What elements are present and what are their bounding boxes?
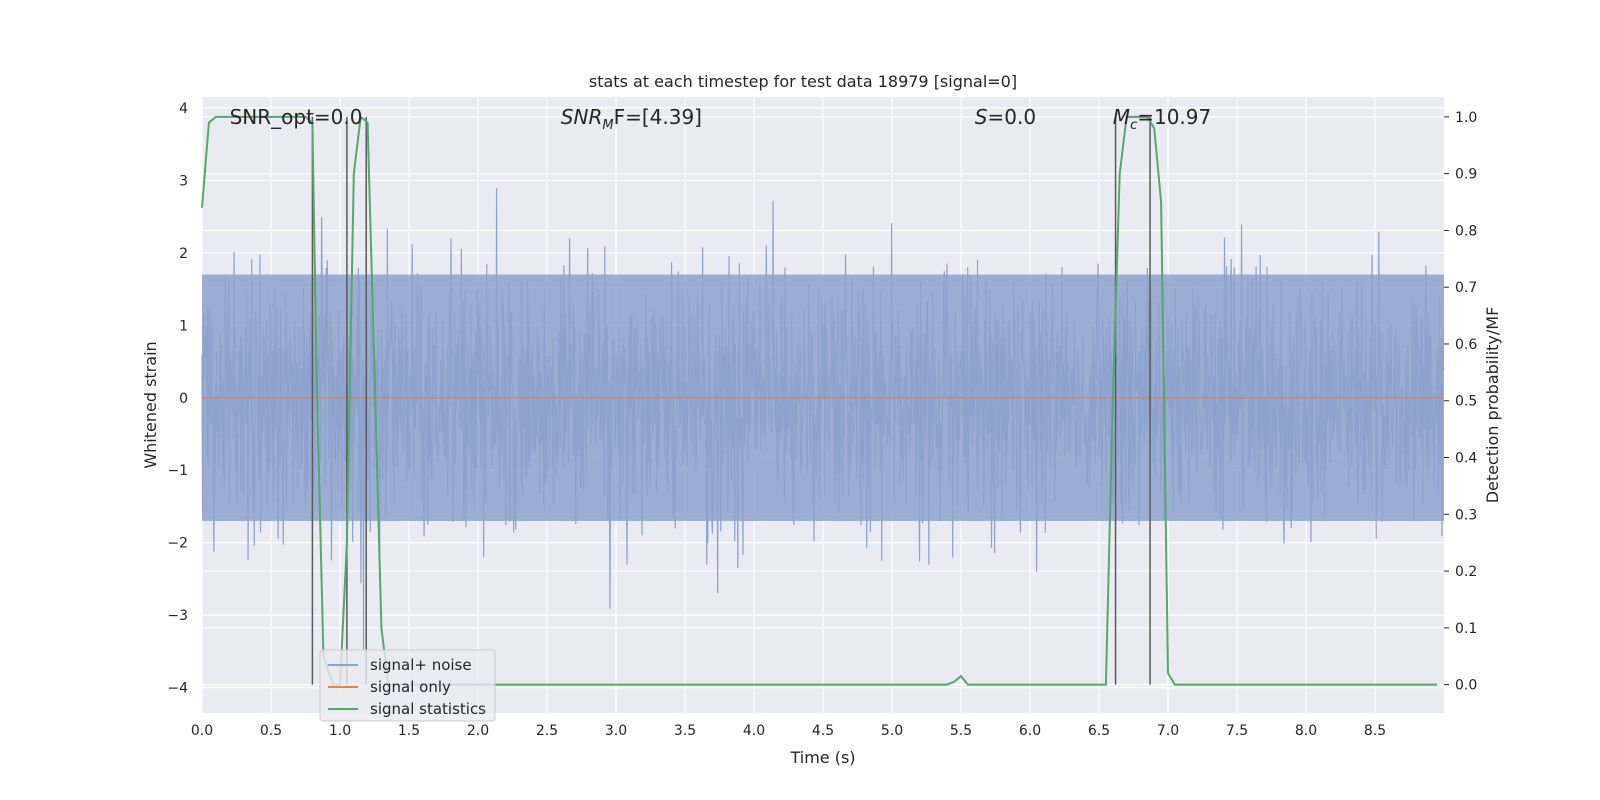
- x-tick-label: 0.0: [191, 723, 213, 739]
- chart-title: stats at each timestep for test data 189…: [589, 72, 1017, 91]
- x-tick-label: 5.0: [881, 723, 903, 739]
- legend-label: signal statistics: [370, 700, 486, 718]
- y-axis-left-ticks: −4 −3 −2 −1 0 1 2 3 4: [167, 101, 188, 697]
- y-left-tick-label: 1: [179, 318, 188, 334]
- y-right-tick-label: 1.0: [1455, 110, 1477, 126]
- x-tick-label: 8.0: [1295, 723, 1317, 739]
- x-tick-label: 3.0: [605, 723, 627, 739]
- annotation-snr-mf: SNRMF=[4.39]: [561, 105, 702, 133]
- annotation-s-value: S=0.0: [975, 105, 1036, 129]
- y-left-tick-label: 3: [179, 173, 188, 189]
- annotation-rest: =10.97: [1137, 105, 1211, 129]
- x-tick-label: 8.5: [1364, 723, 1386, 739]
- y-right-tick-label: 0.4: [1455, 451, 1477, 467]
- y-left-tick-label: −3: [167, 608, 188, 624]
- annotations: SNR_opt=0.0 SNRMF=[4.39] S=0.0 Mc=10.97: [230, 105, 1212, 133]
- x-tick-label: 2.0: [467, 723, 489, 739]
- x-tick-label: 5.5: [950, 723, 972, 739]
- x-axis-label: Time (s): [789, 748, 855, 767]
- y-left-tick-label: 2: [179, 246, 188, 262]
- legend-label: signal+ noise: [370, 656, 472, 674]
- y-right-tick-label: 0.5: [1455, 394, 1477, 410]
- x-tick-label: 0.5: [260, 723, 282, 739]
- annotation-main: M: [1113, 105, 1130, 129]
- legend-box: [319, 649, 496, 722]
- y-axis-right-ticks: 0.0 0.1 0.2 0.3 0.4 0.5 0.6 0.7 0.8 0.9 1.0: [1444, 110, 1477, 694]
- noise-line: [201, 188, 1445, 651]
- y-right-tick-label: 0.0: [1455, 678, 1477, 694]
- x-tick-label: 4.5: [812, 723, 834, 739]
- legend: signal+ noise signal only signal statistic…: [319, 649, 496, 722]
- y-right-tick-label: 0.6: [1455, 337, 1477, 353]
- x-tick-label: 3.5: [674, 723, 696, 739]
- legend-label: signal only: [370, 678, 451, 696]
- y-right-tick-label: 0.2: [1455, 564, 1477, 580]
- y-axis-left-label: Whitened strain: [141, 341, 160, 468]
- annotation-sub: M: [602, 118, 613, 133]
- x-tick-label: 6.5: [1088, 723, 1110, 739]
- annotation-rest: F=[4.39]: [614, 105, 702, 129]
- x-tick-label: 7.5: [1226, 723, 1248, 739]
- vertical-markers: [311, 116, 1151, 685]
- annotation-rest: =0.0: [988, 105, 1037, 129]
- annotation-snr-opt: SNR_opt=0.0: [230, 105, 363, 129]
- annotation-main: SNR: [561, 105, 603, 129]
- y-right-tick-label: 0.9: [1455, 167, 1477, 183]
- y-right-tick-label: 0.7: [1455, 280, 1477, 296]
- x-tick-label: 1.5: [398, 723, 420, 739]
- y-left-tick-label: −2: [167, 536, 188, 552]
- y-left-tick-label: −4: [167, 681, 188, 697]
- x-tick-label: 7.0: [1157, 723, 1179, 739]
- y-right-tick-label: 0.1: [1455, 621, 1477, 637]
- y-axis-right-label: Detection probability/MF: [1483, 307, 1502, 504]
- x-tick-label: 4.0: [743, 723, 765, 739]
- y-left-tick-label: 4: [179, 101, 188, 117]
- annotation-sub: c: [1130, 118, 1137, 133]
- y-left-tick-label: −1: [167, 463, 188, 479]
- y-right-tick-label: 0.3: [1455, 507, 1477, 523]
- x-axis-ticks: 0.0 0.5 1.0 1.5 2.0 2.5 3.0 3.5 4.0 4.5 5.0 5.5 6.0 6…: [191, 723, 1386, 739]
- x-tick-label: 2.5: [536, 723, 558, 739]
- x-tick-label: 1.0: [329, 723, 351, 739]
- x-tick-label: 6.0: [1019, 723, 1041, 739]
- annotation-main: S: [975, 105, 988, 129]
- annotation-mc-value: Mc=10.97: [1113, 105, 1211, 133]
- y-right-tick-label: 0.8: [1455, 223, 1477, 239]
- y-left-tick-label: 0: [179, 391, 188, 407]
